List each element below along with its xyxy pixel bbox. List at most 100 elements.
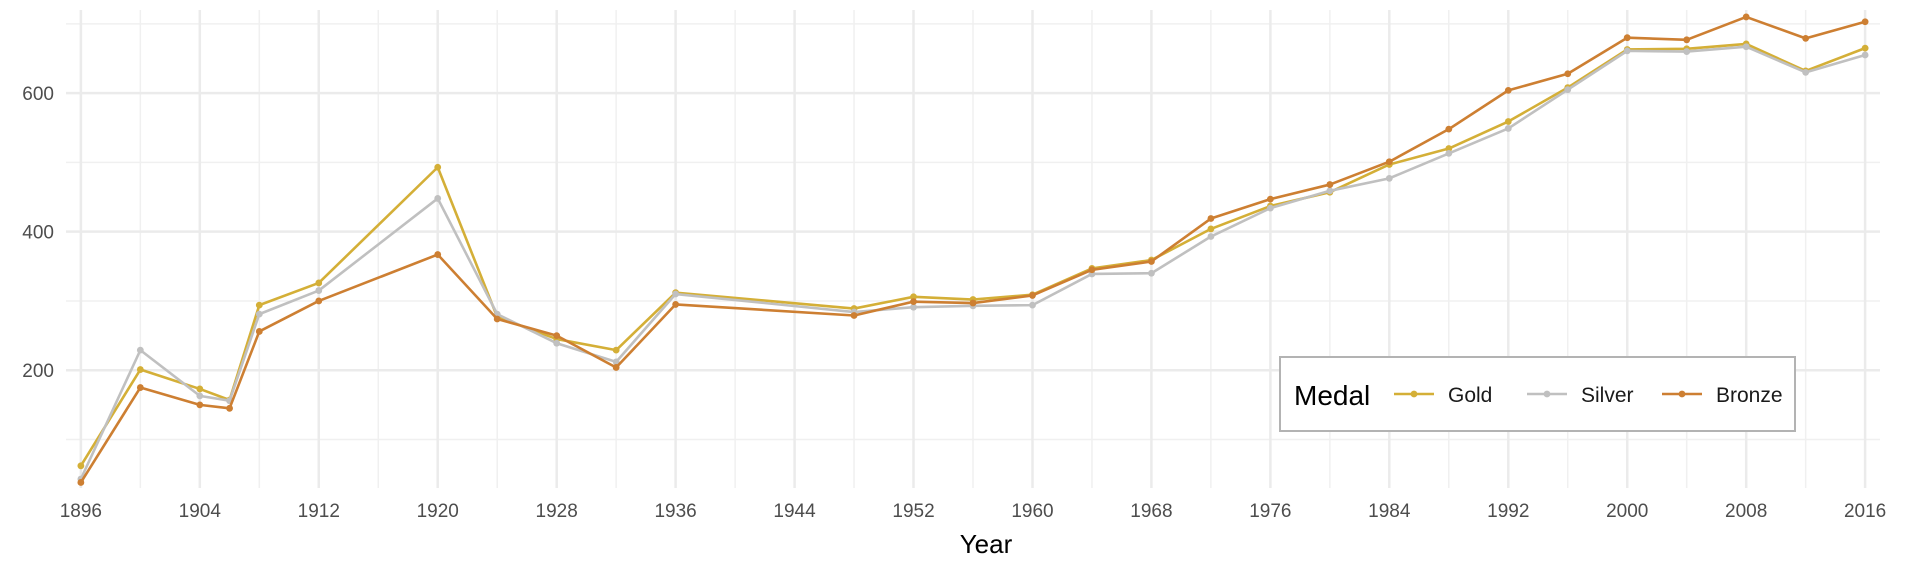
- data-point-silver: [1861, 51, 1869, 59]
- data-point-gold: [1861, 44, 1869, 52]
- data-point-gold: [434, 163, 442, 171]
- data-point-gold: [315, 279, 323, 287]
- data-point-gold: [136, 366, 144, 373]
- legend-item-gold: Gold: [1394, 384, 1492, 407]
- data-point-bronze: [77, 479, 85, 486]
- legend: Medal Gold Silver Bronze: [1279, 356, 1796, 432]
- x-tick-label: 1952: [892, 501, 934, 522]
- data-point-bronze: [1029, 292, 1036, 299]
- data-point-bronze: [196, 401, 204, 409]
- x-tick-label: 1976: [1249, 501, 1291, 522]
- x-axis-title: Year: [960, 529, 1013, 559]
- legend-label-bronze: Bronze: [1716, 384, 1783, 407]
- legend-label-silver: Silver: [1581, 384, 1634, 407]
- x-tick-label: 1944: [773, 501, 816, 522]
- data-point-silver: [1564, 86, 1572, 94]
- x-tick-label: 1968: [1130, 501, 1172, 522]
- y-tick-label: 600: [22, 84, 54, 105]
- data-point-silver: [434, 195, 442, 202]
- data-point-bronze: [553, 332, 561, 339]
- data-point-silver: [1207, 233, 1215, 240]
- data-point-bronze: [672, 301, 680, 308]
- data-point-bronze: [1326, 181, 1334, 188]
- data-point-silver: [1266, 204, 1274, 212]
- data-point-bronze: [969, 299, 977, 307]
- data-point-silver: [1802, 68, 1810, 76]
- data-point-silver: [255, 310, 263, 318]
- x-tick-label: 1984: [1368, 501, 1411, 522]
- data-point-silver: [1742, 43, 1750, 51]
- x-tick-label: 1896: [60, 501, 102, 522]
- data-point-bronze: [910, 298, 917, 306]
- data-point-gold: [77, 462, 85, 470]
- data-point-silver: [1504, 125, 1512, 132]
- data-point-bronze: [1861, 18, 1869, 26]
- data-point-bronze: [136, 384, 144, 391]
- data-point-gold: [255, 301, 263, 309]
- x-tick-label: 1936: [654, 501, 696, 522]
- data-point-bronze: [1504, 86, 1512, 94]
- data-point-bronze: [255, 328, 263, 335]
- x-tick-label: 2016: [1844, 501, 1886, 522]
- data-point-bronze: [1802, 35, 1810, 42]
- legend-item-silver: Silver: [1527, 384, 1634, 407]
- data-point-silver: [315, 287, 323, 294]
- legend-key-point: [1410, 390, 1418, 398]
- data-point-silver: [1683, 48, 1691, 55]
- legend-key-point: [1543, 390, 1551, 398]
- data-point-silver: [910, 303, 917, 311]
- x-tick-label: 1928: [536, 501, 578, 522]
- data-point-gold: [1207, 225, 1215, 233]
- data-point-silver: [196, 392, 204, 400]
- series-layer: [77, 13, 1869, 486]
- data-point-silver: [1623, 47, 1631, 55]
- data-point-bronze: [612, 364, 620, 371]
- data-point-silver: [1326, 187, 1334, 195]
- data-point-bronze: [1207, 215, 1215, 222]
- data-point-silver: [1385, 174, 1393, 182]
- data-point-bronze: [1742, 13, 1750, 21]
- data-point-bronze: [1088, 266, 1096, 274]
- data-point-gold: [196, 385, 204, 393]
- x-tick-label: 1992: [1487, 501, 1529, 522]
- x-tick-label: 1920: [417, 501, 459, 522]
- x-tick-label: 2008: [1725, 501, 1767, 522]
- data-point-bronze: [850, 312, 858, 319]
- data-point-bronze: [1683, 36, 1691, 44]
- data-point-bronze: [434, 251, 442, 258]
- data-point-silver: [612, 358, 620, 366]
- x-tick-label: 1960: [1011, 501, 1053, 522]
- data-point-bronze: [1148, 258, 1155, 265]
- data-point-bronze: [226, 404, 233, 412]
- data-point-bronze: [1385, 158, 1393, 166]
- legend-label-gold: Gold: [1448, 384, 1492, 407]
- data-point-gold: [1504, 118, 1512, 125]
- legend-title: Medal: [1294, 380, 1370, 411]
- data-point-silver: [1445, 150, 1453, 157]
- y-axis-ticks: 200 400 600: [22, 84, 54, 382]
- data-point-bronze: [493, 315, 501, 323]
- data-point-bronze: [1445, 125, 1453, 133]
- data-point-silver: [1148, 269, 1155, 277]
- x-tick-label: 1904: [179, 501, 222, 522]
- data-point-gold: [612, 346, 620, 354]
- series-bronze: [77, 13, 1869, 486]
- data-point-bronze: [315, 297, 323, 305]
- data-point-silver: [136, 346, 144, 354]
- legend-items: Gold Silver Bronze: [1394, 384, 1783, 407]
- data-point-bronze: [1266, 195, 1274, 203]
- data-point-gold: [1445, 145, 1453, 152]
- legend-item-bronze: Bronze: [1662, 384, 1783, 407]
- x-tick-label: 1912: [298, 501, 340, 522]
- legend-key-point: [1678, 390, 1686, 398]
- data-point-silver: [1029, 301, 1036, 309]
- x-axis-ticks: 1896 1904 1912 1920 1928 1936 1944 1952 1960 1968…: [60, 501, 1887, 522]
- y-tick-label: 400: [22, 223, 54, 244]
- data-point-silver: [672, 290, 680, 298]
- y-tick-label: 200: [22, 361, 54, 382]
- data-point-bronze: [1623, 34, 1631, 42]
- data-point-silver: [553, 339, 561, 347]
- major-gridlines: [66, 10, 1880, 488]
- x-tick-label: 2000: [1606, 501, 1648, 522]
